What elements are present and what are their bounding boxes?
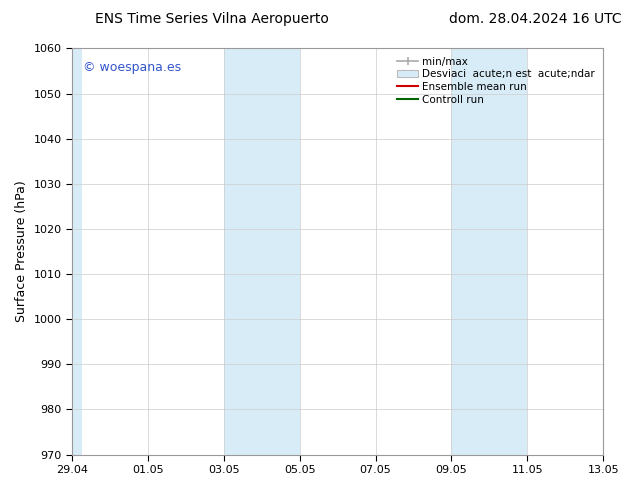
Text: © woespana.es: © woespana.es — [82, 61, 181, 74]
Y-axis label: Surface Pressure (hPa): Surface Pressure (hPa) — [15, 181, 28, 322]
Bar — [451, 49, 527, 455]
Bar — [72, 49, 82, 455]
Text: ENS Time Series Vilna Aeropuerto: ENS Time Series Vilna Aeropuerto — [95, 12, 329, 26]
Bar — [224, 49, 300, 455]
Text: dom. 28.04.2024 16 UTC: dom. 28.04.2024 16 UTC — [449, 12, 621, 26]
Legend: min/max, Desviaci  acute;n est  acute;ndar, Ensemble mean run, Controll run: min/max, Desviaci acute;n est acute;ndar… — [394, 53, 598, 108]
